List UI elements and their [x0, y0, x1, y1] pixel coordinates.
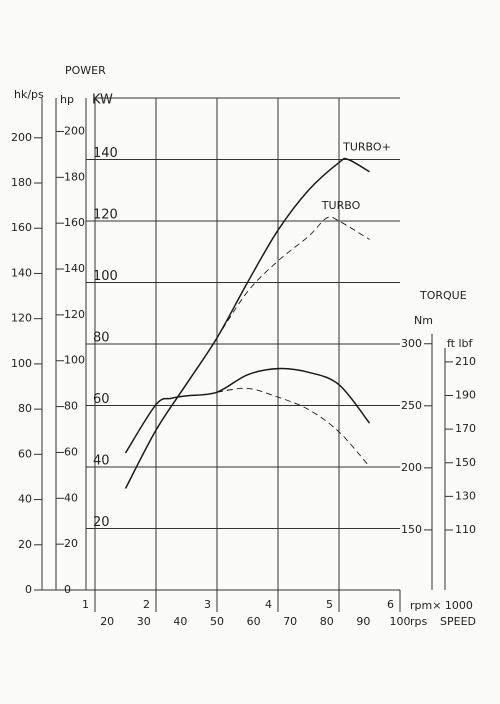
- ps-axis-label: hk/ps: [14, 88, 44, 101]
- x-axis-label: rpm× 1000: [410, 599, 473, 612]
- tick-label: 40: [64, 491, 78, 504]
- tick-label: 120: [64, 308, 85, 321]
- hp-axis-label: hp: [60, 93, 74, 106]
- x2-tick-label: 20: [100, 615, 114, 628]
- tick-label: 170: [455, 422, 476, 435]
- tick-label: 110: [455, 523, 476, 536]
- y-tick-label: 140: [93, 146, 118, 161]
- y-tick-label: 100: [93, 269, 118, 284]
- tick-label: 0: [25, 583, 32, 596]
- chart-title: POWER: [65, 64, 106, 77]
- y-tick-label: 80: [93, 331, 110, 346]
- x-tick-label: 5: [326, 598, 333, 611]
- tick-label: 0: [64, 583, 71, 596]
- tick-label: 210: [455, 355, 476, 368]
- tick-label: 190: [455, 389, 476, 402]
- x-tick-label: 1: [82, 598, 89, 611]
- tick-label: 160: [11, 221, 32, 234]
- tick-label: 100: [64, 354, 85, 367]
- tick-label: 180: [11, 176, 32, 189]
- series-line: [124, 157, 370, 489]
- x-tick-label: 6: [387, 598, 394, 611]
- x2-tick-label: 80: [320, 615, 334, 628]
- x-tick-label: 3: [204, 598, 211, 611]
- x2-tick-label: 40: [173, 615, 187, 628]
- x2-tick-label: 60: [247, 615, 261, 628]
- torque-title: TORQUE: [419, 289, 467, 302]
- series-line: [124, 367, 371, 454]
- x2-tick-label: 50: [210, 615, 224, 628]
- tick-label: 120: [11, 312, 32, 325]
- tick-label: 150: [455, 456, 476, 469]
- ftlbf-axis-label: ft lbf: [447, 337, 474, 350]
- x2-axis-label: rps: [410, 615, 428, 628]
- series-label: TURBO: [321, 199, 361, 212]
- tick-label: 150: [401, 523, 422, 536]
- y-tick-label: 20: [93, 515, 110, 530]
- x-tick-label: 4: [265, 598, 272, 611]
- series-label: TURBO+: [342, 141, 391, 154]
- tick-label: 20: [18, 538, 32, 551]
- tick-label: 100: [11, 357, 32, 370]
- y-tick-label: 120: [93, 208, 118, 223]
- tick-label: 60: [64, 445, 78, 458]
- x2-tick-label: 100: [390, 615, 411, 628]
- tick-label: 200: [11, 131, 32, 144]
- tick-label: 60: [18, 447, 32, 460]
- y-tick-label: 40: [93, 454, 110, 469]
- tick-label: 140: [64, 262, 85, 275]
- y-tick-label: 60: [93, 392, 110, 407]
- tick-label: 300: [401, 337, 422, 350]
- x2-axis-title: SPEED: [440, 615, 476, 628]
- nm-axis-label: Nm: [414, 314, 433, 327]
- tick-label: 130: [455, 489, 476, 502]
- tick-label: 80: [18, 402, 32, 415]
- tick-label: 200: [401, 461, 422, 474]
- tick-label: 160: [64, 216, 85, 229]
- x2-tick-label: 70: [283, 615, 297, 628]
- x2-tick-label: 30: [137, 615, 151, 628]
- tick-label: 20: [64, 537, 78, 550]
- kw-axis-label: KW: [92, 93, 113, 108]
- tick-label: 140: [11, 266, 32, 279]
- tick-label: 80: [64, 400, 78, 413]
- tick-label: 40: [18, 493, 32, 506]
- tick-label: 250: [401, 399, 422, 412]
- tick-label: 200: [64, 124, 85, 137]
- x2-tick-label: 90: [356, 615, 370, 628]
- x-tick-label: 2: [143, 598, 150, 611]
- tick-label: 180: [64, 170, 85, 183]
- series-line: [216, 216, 370, 339]
